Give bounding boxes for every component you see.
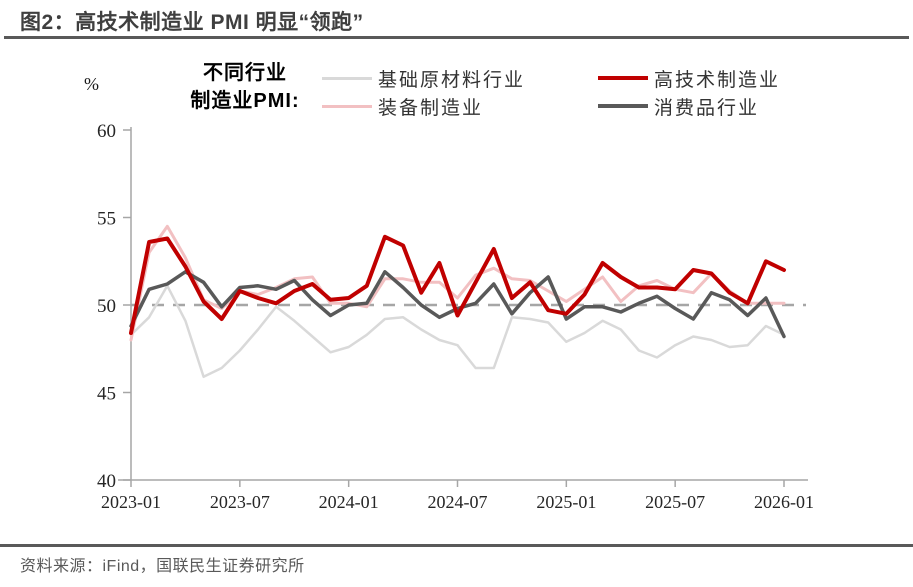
legend-line-swatch-high-tech	[598, 76, 648, 80]
title-divider	[4, 36, 909, 39]
x-tick-label: 2024-07	[428, 492, 488, 512]
legend-title: 不同行业 制造业PMI:	[150, 59, 340, 115]
legend-label-high-tech: 高技术制造业	[654, 69, 781, 91]
series-line-consumer-goods	[129, 270, 786, 339]
legend-item-equipment: 装备制造业	[322, 94, 484, 119]
y-tick-label: 50	[97, 296, 116, 317]
y-axis-unit-label: %	[84, 74, 99, 94]
legend-title-line1: 不同行业	[203, 62, 287, 84]
x-tick-label: 2025-01	[536, 492, 596, 512]
legend-label-equipment: 装备制造业	[378, 97, 484, 119]
x-tick-label: 2024-01	[319, 492, 379, 512]
legend-line-swatch-equipment	[322, 104, 372, 108]
figure-title: 图2：高技术制造业 PMI 明显“领跑”	[20, 11, 364, 34]
y-tick-label: 55	[97, 209, 116, 230]
x-tick-label: 2025-07	[645, 492, 705, 512]
legend-item-basic-materials: 基础原材料行业	[322, 66, 526, 91]
series-line-equipment	[129, 224, 786, 342]
footer-divider	[0, 544, 913, 547]
source-note: 资料来源：iFind，国联民生证券研究所	[20, 558, 305, 575]
legend-line-swatch-basic-materials	[322, 76, 372, 80]
series-line-high-tech	[129, 234, 786, 335]
legend-label-basic-materials: 基础原材料行业	[378, 69, 526, 91]
legend-line-swatch-consumer-goods	[598, 104, 648, 108]
legend-label-consumer-goods: 消费品行业	[654, 97, 760, 119]
y-tick-label: 60	[97, 121, 116, 142]
series-line-basic-materials	[129, 284, 786, 379]
legend-item-consumer-goods: 消费品行业	[598, 94, 760, 119]
legend-item-high-tech: 高技术制造业	[598, 66, 781, 91]
x-tick-label: 2023-01	[101, 492, 161, 512]
x-tick-label: 2023-07	[210, 492, 270, 512]
y-tick-label: 45	[97, 384, 116, 405]
x-tick-label: 2026-01	[754, 492, 814, 512]
y-tick-label: 40	[97, 471, 116, 492]
legend-title-line2: 制造业PMI:	[190, 90, 300, 112]
